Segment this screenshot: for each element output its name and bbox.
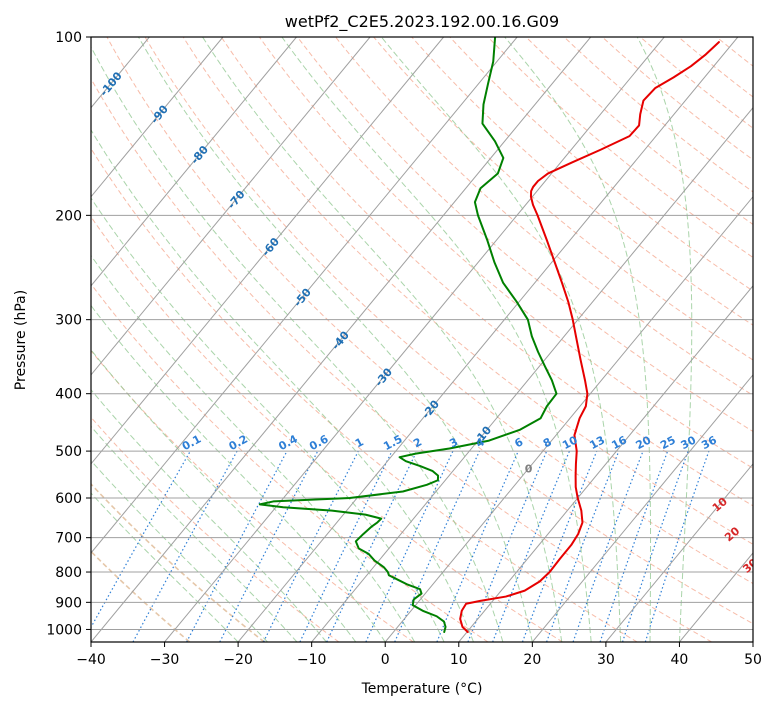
y-tick-label: 400 (55, 387, 82, 403)
dry-adiabat (91, 283, 489, 642)
dry-adiabat (297, 37, 753, 433)
isotherm (91, 37, 518, 554)
mixing-ratio-line (521, 450, 598, 642)
dewpoint-profile-line (258, 37, 558, 634)
y-tick-label: 600 (55, 491, 82, 507)
x-tick-label: −20 (223, 652, 253, 668)
x-tick-label: 40 (671, 652, 689, 668)
y-axis-label: Pressure (hPa) (13, 290, 29, 390)
mixing-ratio-line (91, 450, 191, 629)
y-tick-label: 200 (55, 208, 82, 224)
moist-adiabat (636, 37, 693, 642)
mixing-ratio-label: 16 (609, 433, 629, 452)
dry-adiabat (91, 416, 340, 642)
mixing-ratio-line (132, 450, 238, 642)
mixing-ratio-line (436, 450, 519, 642)
isotherm (91, 37, 445, 465)
isotherm (531, 374, 753, 642)
mixing-ratio-line (599, 450, 669, 642)
y-tick-label: 900 (55, 595, 82, 611)
moist-adiabat (91, 45, 504, 642)
mixing-ratio-line (546, 450, 620, 642)
isotherms (91, 37, 753, 642)
y-tick-label: 500 (55, 444, 82, 460)
mixing-ratio-label: 25 (658, 433, 678, 452)
moist-adiabat (138, 37, 533, 642)
isotherm (91, 37, 224, 198)
dry-adiabat (91, 215, 563, 642)
dry-adiabat (106, 37, 753, 625)
moist-adiabat (281, 37, 592, 642)
isotherm (91, 37, 371, 376)
mixing-ratio-line (572, 450, 644, 642)
mixing-ratio-lines (91, 450, 710, 642)
mixing-ratio-line (394, 450, 481, 642)
isotherm (164, 37, 665, 642)
dry-adiabat (91, 77, 713, 642)
y-tick-label: 1000 (46, 622, 82, 638)
y-tick-label: 800 (55, 565, 82, 581)
zero-isotherm-label: 0 (525, 463, 533, 476)
dry-adiabat (220, 37, 753, 507)
moist-adiabat (91, 304, 386, 642)
isotherm (458, 285, 753, 642)
mixing-ratio-line (467, 450, 548, 642)
chart-title: wetPf2_C2E5.2023.192.00.16.G09 (285, 12, 559, 32)
y-tick-label: 300 (55, 313, 82, 329)
dry-adiabat (601, 37, 753, 161)
x-axis-label: Temperature (°C) (361, 681, 483, 697)
mixing-ratio-label: 30 (679, 433, 699, 452)
x-tick-label: −30 (150, 652, 180, 668)
x-tick-label: 30 (597, 652, 615, 668)
y-tick-label: 700 (55, 531, 82, 547)
pressure-gridlines (91, 37, 753, 630)
plot-area: 0.1 0.2 0.4 0.6 1 1.5 2 3 4 6 8 10 13 16 20 25 30 36-100-… (91, 37, 753, 642)
mixing-ratio-label: 10 (560, 433, 580, 452)
isotherm (237, 37, 739, 642)
mixing-ratio-label: 13 (587, 433, 607, 452)
moist-adiabat (91, 254, 416, 642)
mixing-ratio-label: 36 (699, 433, 719, 452)
y-axis: 100 200 300 400 500 600 700 800 900 1000 (46, 30, 91, 638)
moist-adiabat (91, 388, 327, 642)
x-axis: −40 −30 −20 −10 0 10 20 30 40 50 (76, 642, 762, 668)
isotherm (91, 37, 592, 642)
moist-adiabat (91, 197, 445, 642)
mixing-ratio-line (186, 450, 288, 642)
mixing-ratio-line (644, 450, 710, 642)
moist-adiabat (91, 425, 298, 642)
plot-frame (90, 36, 754, 643)
moist-adiabat (504, 37, 652, 642)
dry-adiabat (335, 37, 753, 396)
profiles (258, 37, 720, 634)
isotherm (311, 106, 753, 642)
dry-adiabat (449, 37, 753, 292)
dry-adiabat (144, 37, 753, 585)
moist-adiabat (91, 128, 474, 642)
x-tick-label: −10 (297, 652, 327, 668)
mixing-ratio-line (492, 450, 571, 642)
dry-adiabat (91, 147, 638, 642)
dry-adiabat (182, 37, 753, 545)
dry-adiabat (487, 37, 753, 259)
x-tick-label: −40 (76, 652, 106, 668)
dry-adiabat (525, 37, 753, 225)
mixing-ratio-label: 20 (634, 433, 654, 452)
mixing-ratio-line (262, 450, 359, 642)
y-tick-label: 100 (55, 30, 82, 46)
x-tick-label: 20 (523, 652, 541, 668)
temperature-profile-line (459, 41, 720, 634)
isotherm (384, 195, 753, 642)
mixing-ratio-line (621, 450, 689, 642)
isotherm (91, 37, 297, 287)
isotherm (605, 463, 753, 642)
x-tick-label: 50 (744, 652, 762, 668)
dry-adiabat (258, 37, 753, 469)
dry-adiabat (91, 482, 265, 642)
x-tick-label: 0 (381, 652, 390, 668)
x-tick-label: 10 (450, 652, 468, 668)
